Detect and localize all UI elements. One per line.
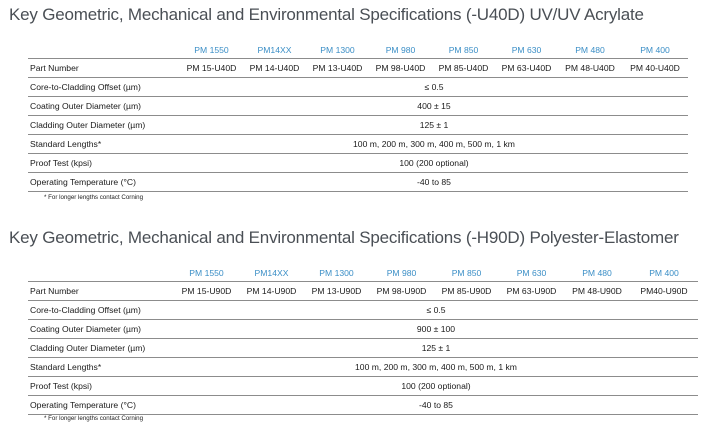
part-number: PM 13-U90D xyxy=(304,281,369,301)
part-number: PM 48-U90D xyxy=(564,281,630,301)
footnote: * For longer lengths contact Corning xyxy=(44,415,144,422)
model-header: PM14XX xyxy=(257,45,292,55)
model-header: PM 980 xyxy=(386,268,417,278)
table-row: Proof Test (kpsi) 100 (200 optional) xyxy=(28,153,688,173)
model-header: PM 1300 xyxy=(320,45,355,55)
row-label: Cladding Outer Diameter (µm) xyxy=(28,115,180,135)
row-label: Part Number xyxy=(28,281,174,301)
model-header: PM 630 xyxy=(516,268,547,278)
model-header: PM 480 xyxy=(575,45,605,55)
row-value: 100 m, 200 m, 300 m, 400 m, 500 m, 1 km xyxy=(174,357,698,377)
row-value: 100 (200 optional) xyxy=(180,153,688,173)
model-header: PM 1300 xyxy=(319,268,354,278)
part-number: PM 85-U90D xyxy=(434,281,499,301)
model-header: PM 850 xyxy=(451,268,482,278)
row-value: 400 ± 15 xyxy=(180,96,688,116)
row-label: Operating Temperature (°C) xyxy=(28,395,174,415)
model-header: PM 980 xyxy=(385,45,416,55)
table-row: Operating Temperature (°C) -40 to 85 xyxy=(28,395,698,415)
table-row: Standard Lengths* 100 m, 200 m, 300 m, 4… xyxy=(28,357,698,377)
model-header-row: PM 1550 PM14XX PM 1300 PM 980 PM 850 PM … xyxy=(28,264,698,282)
part-number-row: Part Number PM 15-U90D PM 14-U90D PM 13-… xyxy=(28,281,698,301)
row-label: Proof Test (kpsi) xyxy=(28,153,180,173)
part-number: PM 15-U90D xyxy=(174,281,239,301)
row-label: Proof Test (kpsi) xyxy=(28,376,174,396)
row-value: 900 ± 100 xyxy=(174,319,698,339)
table-row: Cladding Outer Diameter (µm) 125 ± 1 xyxy=(28,115,688,135)
model-header: PM 480 xyxy=(582,268,612,278)
part-number: PM 15-U40D xyxy=(180,58,243,78)
row-value: 100 (200 optional) xyxy=(174,376,698,396)
part-number: PM 48-U40D xyxy=(558,58,622,78)
part-number: PM 14-U90D xyxy=(239,281,304,301)
row-value: ≤ 0.5 xyxy=(180,77,688,97)
table-row: Cladding Outer Diameter (µm) 125 ± 1 xyxy=(28,338,698,358)
table-row: Coating Outer Diameter (µm) 900 ± 100 xyxy=(28,319,698,339)
row-label: Core-to-Cladding Offset (µm) xyxy=(28,300,174,320)
table-row: Core-to-Cladding Offset (µm) ≤ 0.5 xyxy=(28,300,698,320)
row-value: 125 ± 1 xyxy=(180,115,688,135)
footnote: * For longer lengths contact Corning xyxy=(44,194,144,201)
row-label: Operating Temperature (°C) xyxy=(28,172,180,192)
model-header: PM 400 xyxy=(640,45,670,55)
row-label: Standard Lengths* xyxy=(28,134,180,154)
table-row: Operating Temperature (°C) -40 to 85 xyxy=(28,172,688,192)
table-row: Core-to-Cladding Offset (µm) ≤ 0.5 xyxy=(28,77,688,97)
model-header: PM 850 xyxy=(448,45,479,55)
part-number: PM 13-U40D xyxy=(306,58,369,78)
row-label: Core-to-Cladding Offset (µm) xyxy=(28,77,180,97)
table-row: Proof Test (kpsi) 100 (200 optional) xyxy=(28,376,698,396)
model-header: PM 1550 xyxy=(194,45,229,55)
spec-table: PM 1550 PM14XX PM 1300 PM 980 PM 850 PM … xyxy=(28,41,688,192)
model-header: PM 1550 xyxy=(189,268,224,278)
row-value: -40 to 85 xyxy=(180,172,688,192)
row-label: Cladding Outer Diameter (µm) xyxy=(28,338,174,358)
row-label: Coating Outer Diameter (µm) xyxy=(28,96,180,116)
part-number: PM 98-U40D xyxy=(369,58,432,78)
section-title: Key Geometric, Mechanical and Environmen… xyxy=(9,5,644,24)
model-header: PM14XX xyxy=(254,268,289,278)
row-value: ≤ 0.5 xyxy=(174,300,698,320)
row-value: 100 m, 200 m, 300 m, 400 m, 500 m, 1 km xyxy=(180,134,688,154)
part-number-row: Part Number PM 15-U40D PM 14-U40D PM 13-… xyxy=(28,58,688,78)
table-row: Standard Lengths* 100 m, 200 m, 300 m, 4… xyxy=(28,134,688,154)
part-number: PM 14-U40D xyxy=(243,58,306,78)
row-label: Part Number xyxy=(28,58,180,78)
part-number: PM 40-U40D xyxy=(622,58,688,78)
row-value: 125 ± 1 xyxy=(174,338,698,358)
part-number: PM 98-U90D xyxy=(369,281,434,301)
model-header: PM 400 xyxy=(649,268,679,278)
part-number: PM 63-U90D xyxy=(499,281,564,301)
part-number: PM 85-U40D xyxy=(432,58,495,78)
row-label: Coating Outer Diameter (µm) xyxy=(28,319,174,339)
row-label: Standard Lengths* xyxy=(28,357,174,377)
model-header-row: PM 1550 PM14XX PM 1300 PM 980 PM 850 PM … xyxy=(28,41,688,59)
section-title: Key Geometric, Mechanical and Environmen… xyxy=(9,228,679,247)
part-number: PM40-U90D xyxy=(630,281,698,301)
spec-table: PM 1550 PM14XX PM 1300 PM 980 PM 850 PM … xyxy=(28,264,698,415)
table-row: Coating Outer Diameter (µm) 400 ± 15 xyxy=(28,96,688,116)
row-value: -40 to 85 xyxy=(174,395,698,415)
part-number: PM 63-U40D xyxy=(495,58,558,78)
model-header: PM 630 xyxy=(511,45,542,55)
